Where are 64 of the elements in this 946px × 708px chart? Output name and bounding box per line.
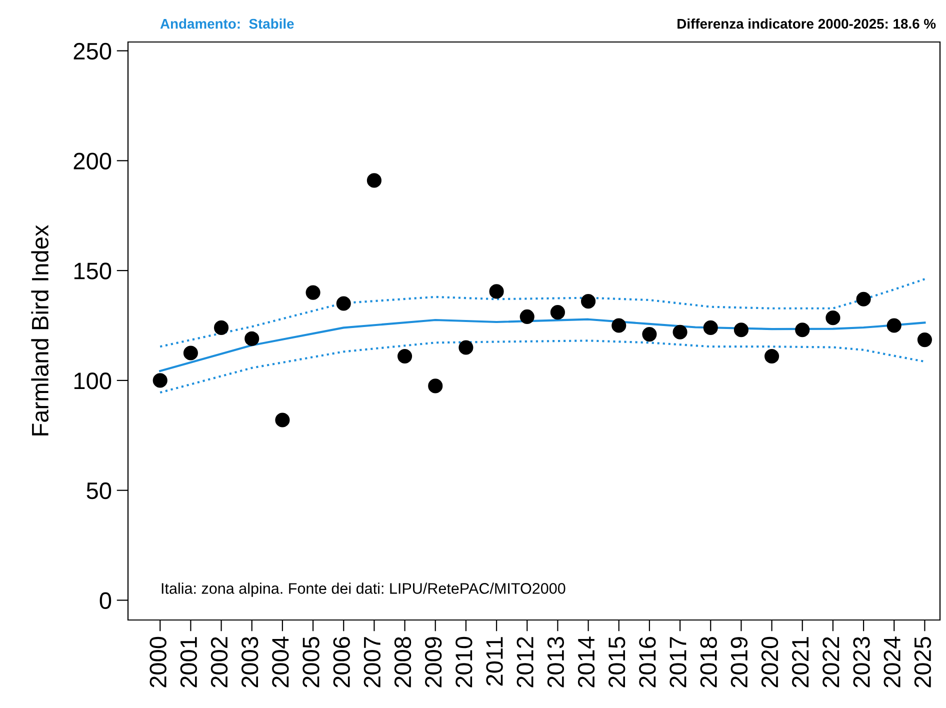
x-tick-label: 2007 xyxy=(364,637,381,688)
point xyxy=(428,378,443,394)
point xyxy=(458,340,474,355)
point xyxy=(917,332,932,348)
x-tick-label: 2001 xyxy=(180,637,198,688)
x-tick-label: 2013 xyxy=(547,637,564,688)
point xyxy=(612,318,626,333)
point xyxy=(366,173,382,188)
point xyxy=(826,310,840,326)
line-series xyxy=(159,318,926,372)
point xyxy=(489,284,504,299)
x-tick-label: 2009 xyxy=(424,637,442,688)
x-tick-label: 2011 xyxy=(486,637,503,686)
y-tick-label: 50 xyxy=(86,482,112,500)
x-tick-label: 2020 xyxy=(761,636,778,688)
point xyxy=(183,346,198,360)
y-tick-label: 250 xyxy=(74,42,112,60)
x-tick-label: 2024 xyxy=(884,636,900,688)
x-tick-label: 2006 xyxy=(333,637,350,688)
x-tick-label: 2003 xyxy=(241,637,258,688)
x-tick-label: 2014 xyxy=(578,636,595,688)
point xyxy=(764,348,780,364)
point xyxy=(886,318,902,333)
x-tick-label: 2010 xyxy=(456,636,472,688)
point xyxy=(550,305,565,320)
y-tick-label: 200 xyxy=(74,152,112,170)
point xyxy=(214,320,229,335)
point xyxy=(581,294,596,309)
x-tick-label: 2005 xyxy=(302,636,320,688)
point xyxy=(152,373,168,388)
point xyxy=(642,327,657,342)
point xyxy=(306,285,320,300)
y-axis-title: Farmland Bird Index xyxy=(31,224,49,436)
point xyxy=(336,296,351,311)
y-tick-label: 0 xyxy=(100,592,112,610)
x-tick-label: 2016 xyxy=(639,637,656,688)
x-tick-label: 2012 xyxy=(516,637,534,688)
annotation: Italia: zona alpina. Fonte dei dati: LIPU/RetePAC/MITO2000 xyxy=(162,582,566,597)
point xyxy=(734,322,748,338)
x-tick-label: 2000 xyxy=(150,636,166,688)
point xyxy=(703,320,718,335)
point xyxy=(856,292,871,306)
chart-subtitle: Differenza indicatore 2000-2025: 18.6 % xyxy=(678,18,936,29)
point xyxy=(244,331,260,346)
x-tick-label: 2019 xyxy=(730,637,748,688)
x-tick-label: 2004 xyxy=(272,636,289,688)
x-tick-label: 2008 xyxy=(394,636,412,688)
point xyxy=(672,324,688,340)
point xyxy=(795,322,810,338)
x-tick-label: 2018 xyxy=(700,636,717,688)
x-tick-label: 2015 xyxy=(608,636,626,688)
y-tick-label: 100 xyxy=(74,372,112,390)
x-tick-label: 2017 xyxy=(670,637,686,688)
x-tick-label: 2021 xyxy=(792,637,809,688)
y-tick-label: 150 xyxy=(74,262,112,280)
point xyxy=(275,412,290,428)
x-tick-label: 2025 xyxy=(914,636,932,688)
chart-title: Andamento: Stabile xyxy=(160,18,294,29)
x-tick-label: 2002 xyxy=(210,637,228,688)
x-tick-label: 2023 xyxy=(853,637,870,688)
x-tick-label: 2022 xyxy=(822,637,840,688)
line-series xyxy=(159,278,926,348)
point xyxy=(520,309,534,324)
point xyxy=(398,348,412,364)
